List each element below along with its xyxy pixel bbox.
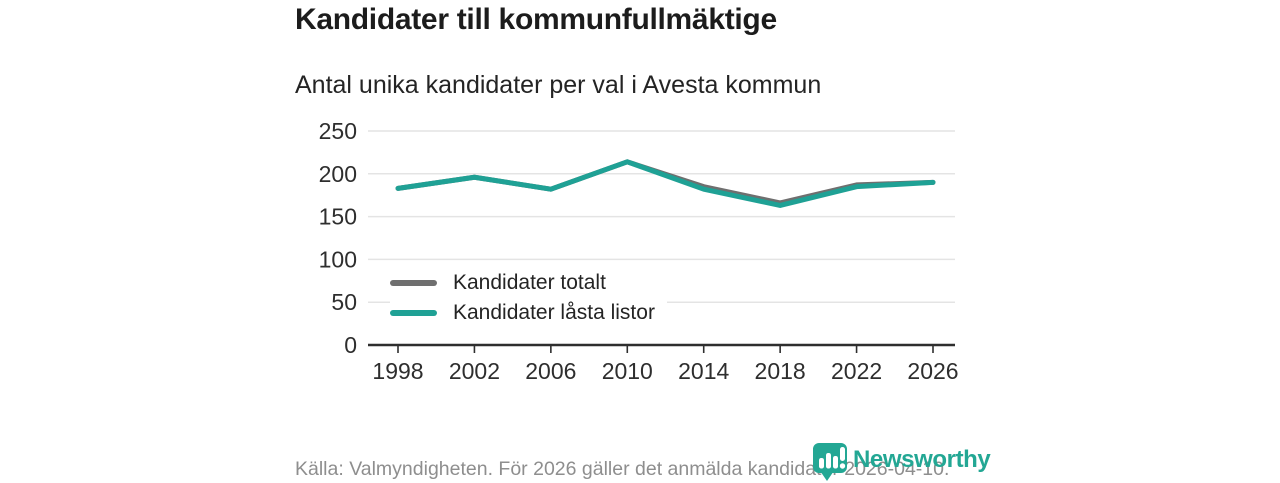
x-tick-label: 2006	[525, 358, 576, 384]
x-tick-label: 1998	[372, 358, 423, 384]
y-tick-label: 150	[319, 204, 357, 230]
newsworthy-logo: Newsworthy	[810, 441, 991, 481]
chart-legend: Kandidater totalt Kandidater låsta listor	[390, 268, 667, 328]
y-tick-label: 200	[319, 161, 357, 187]
x-tick-label: 2002	[449, 358, 500, 384]
series-line	[395, 159, 936, 208]
legend-item: Kandidater låsta listor	[390, 298, 667, 328]
y-tick-label: 100	[319, 246, 357, 272]
legend-swatch	[390, 280, 437, 286]
source-note: Källa: Valmyndigheten. För 2026 gäller d…	[295, 458, 950, 480]
y-tick-label: 250	[319, 118, 357, 144]
x-tick-label: 2026	[907, 358, 958, 384]
y-tick-label: 50	[331, 289, 357, 315]
x-tick-label: 2010	[602, 358, 653, 384]
x-tick-label: 2022	[831, 358, 882, 384]
y-tick-label: 0	[344, 332, 357, 358]
chart-canvas: 1998 2002 2006 2010 2014 2018 2022 2026 0 50 100 15…	[319, 118, 959, 384]
series-line	[395, 159, 936, 206]
legend-swatch	[390, 310, 437, 316]
legend-item: Kandidater totalt	[390, 268, 667, 298]
legend-label: Kandidater totalt	[453, 271, 606, 294]
newsworthy-wordmark: Newsworthy	[853, 446, 991, 473]
newsworthy-icon	[813, 443, 847, 481]
x-tick-label: 2018	[755, 358, 806, 384]
legend-label: Kandidater låsta listor	[453, 301, 655, 324]
chart-subtitle: Antal unika kandidater per val i Avesta …	[295, 71, 822, 99]
x-tick-label: 2014	[678, 358, 729, 384]
chart-title: Kandidater till kommunfullmäktige	[295, 3, 777, 36]
